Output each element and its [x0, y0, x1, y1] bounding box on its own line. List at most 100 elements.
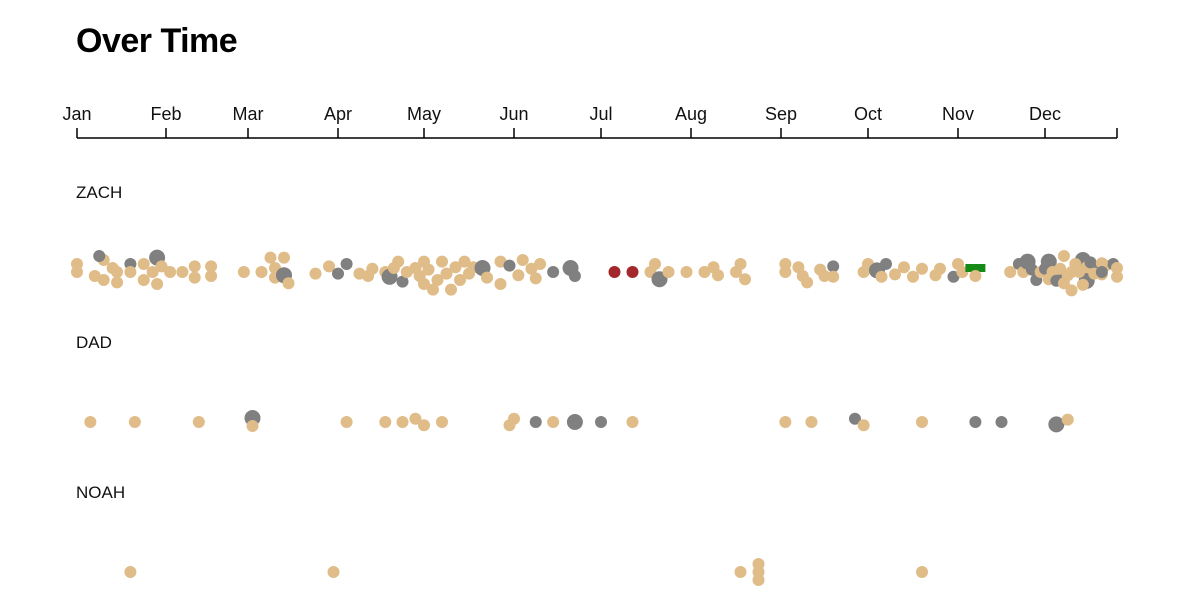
event-dot	[392, 255, 405, 268]
event-dot	[340, 258, 353, 270]
event-dot	[1095, 257, 1108, 270]
event-dot	[124, 566, 137, 578]
event-dot	[529, 416, 542, 428]
row-points-dad	[84, 410, 1074, 433]
event-dot	[436, 416, 448, 428]
event-dot	[188, 260, 201, 273]
event-dot	[445, 283, 457, 296]
event-dot	[848, 412, 861, 425]
event-dot	[734, 258, 747, 270]
event-dot	[566, 414, 583, 430]
x-tick-label: Mar	[233, 104, 264, 124]
event-dot	[662, 266, 675, 278]
event-dot	[481, 271, 493, 284]
event-dot	[595, 416, 607, 428]
event-dot	[340, 416, 353, 428]
event-dot	[626, 416, 639, 428]
event-dot	[323, 260, 335, 273]
event-dot	[151, 278, 164, 290]
event-dot	[779, 266, 792, 278]
event-dot	[449, 261, 462, 274]
x-axis: Jan Feb Mar Apr May Jun Jul Aug Sep Oct Nov Dec	[62, 104, 1118, 139]
event-dot	[458, 255, 471, 268]
event-dot	[916, 566, 928, 578]
event-dot	[752, 574, 765, 586]
row-label-noah: NOAH	[76, 483, 125, 502]
event-dot	[568, 270, 581, 282]
event-dot	[124, 266, 137, 278]
event-dot	[916, 262, 928, 275]
event-dot	[111, 266, 124, 278]
event-dot	[1057, 250, 1070, 262]
event-dot	[431, 274, 444, 286]
event-dot	[1076, 278, 1089, 291]
event-dot	[818, 270, 831, 282]
event-dot	[1111, 270, 1123, 283]
event-dot	[188, 271, 201, 284]
row-points-noah	[124, 558, 928, 586]
event-dot	[956, 266, 969, 278]
event-dot	[779, 416, 792, 428]
event-dot	[84, 416, 97, 428]
event-dot	[969, 416, 982, 428]
event-dot	[626, 266, 639, 278]
event-dot	[995, 416, 1008, 428]
event-dot	[880, 258, 892, 270]
row-label-zach: ZACH	[76, 183, 122, 202]
x-tick-label: Jul	[589, 104, 612, 124]
event-dot	[512, 269, 525, 282]
chart-title: Over Time	[76, 22, 238, 60]
event-dot	[907, 270, 919, 283]
x-tick-label: Sep	[765, 104, 797, 124]
row-label-dad: DAD	[76, 333, 112, 352]
event-dot	[1061, 413, 1074, 426]
event-dot	[608, 266, 621, 278]
event-dot	[309, 267, 322, 280]
event-dot	[698, 266, 711, 278]
event-dot	[176, 266, 189, 278]
event-dot	[418, 419, 430, 432]
event-dot	[164, 266, 177, 278]
event-dot	[409, 412, 422, 425]
event-dot	[875, 270, 888, 283]
event-dot	[1061, 269, 1074, 282]
x-tick-label: Jan	[62, 104, 91, 124]
event-dot	[436, 255, 448, 268]
event-dot	[889, 268, 901, 281]
x-tick-label: Dec	[1029, 104, 1061, 124]
event-dot	[422, 263, 435, 276]
event-dot	[278, 251, 290, 264]
event-dot	[1004, 266, 1017, 278]
event-dot	[427, 283, 439, 296]
x-tick-label: Jun	[499, 104, 528, 124]
event-dot	[418, 278, 430, 290]
x-tick-label: Aug	[675, 104, 707, 124]
event-dot	[680, 266, 693, 278]
x-tick-label: Nov	[942, 104, 974, 124]
data-points	[71, 249, 1123, 586]
event-bar	[965, 264, 986, 272]
event-dot	[534, 258, 547, 270]
event-dot	[264, 251, 277, 264]
event-dot	[111, 276, 124, 289]
event-dot	[529, 272, 542, 285]
event-dot	[192, 416, 205, 428]
row-labels: ZACH DAD NOAH	[76, 183, 125, 502]
event-dot	[255, 266, 268, 278]
event-dot	[547, 266, 560, 278]
x-tick-label: Oct	[854, 104, 882, 124]
event-dot	[712, 269, 724, 282]
event-dot	[1111, 262, 1123, 274]
event-dot	[137, 258, 150, 270]
event-dot	[282, 277, 295, 290]
event-dot	[649, 258, 661, 270]
event-dot	[440, 267, 453, 280]
event-dot	[137, 274, 150, 286]
x-tick-label: Apr	[324, 104, 352, 124]
event-dot	[739, 273, 751, 286]
event-dot	[146, 266, 159, 278]
event-dot	[898, 261, 910, 274]
row-points-zach	[71, 249, 1123, 297]
event-dot	[71, 258, 83, 270]
